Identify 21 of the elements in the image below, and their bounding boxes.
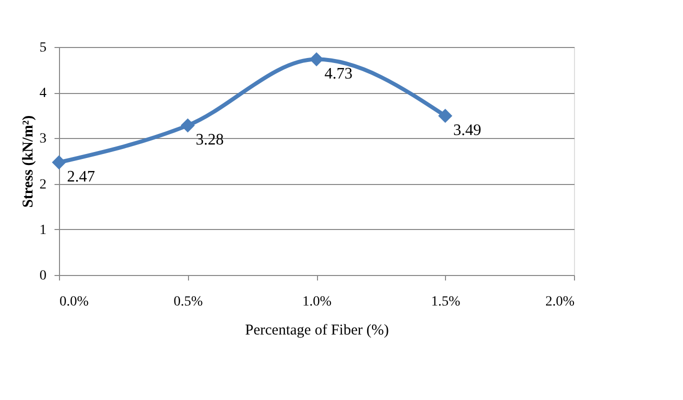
x-tick-label: 1.5% [431,294,461,310]
data-label: 3.28 [196,131,224,148]
x-tick-label: 0.0% [60,294,89,310]
point [180,118,195,133]
y-tick-label: 5 [40,40,46,56]
x-tick-label: 1.0% [302,294,332,310]
data-label: 4.73 [324,65,352,82]
x-tick-label: 2.0% [545,294,575,310]
x-tick-label: 0.5% [174,294,204,310]
data-label: 2.47 [67,168,95,186]
point [309,52,324,66]
y-tick-label: 4 [40,86,46,102]
y-tick-label: 1 [40,222,46,238]
y-tick-label: 2 [40,177,46,192]
x-axis-title: Percentage of Fiber (%) [245,322,389,338]
point [438,108,452,123]
y-tick-label: 0 [40,268,46,284]
data-label: 3.49 [453,122,482,139]
point [52,155,66,170]
y-axis-title: Stress (kN/m²) [20,115,36,208]
y-tick-label: 3 [40,132,46,147]
